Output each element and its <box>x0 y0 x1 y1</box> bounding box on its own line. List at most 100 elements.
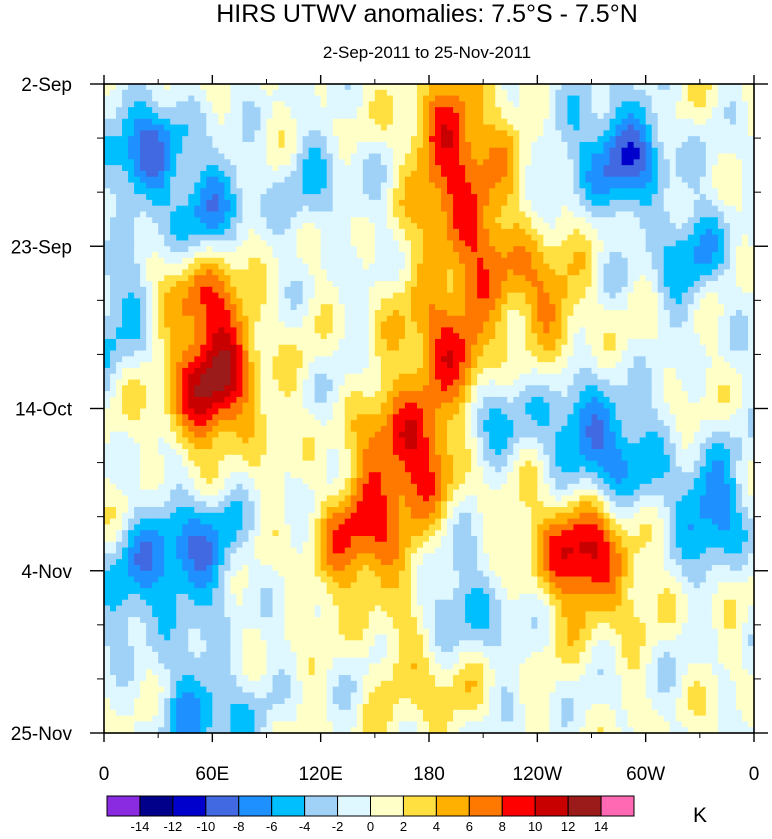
field-cell <box>585 118 593 126</box>
field-cell <box>477 147 484 155</box>
field-cell <box>747 298 755 305</box>
field-cell <box>699 101 707 108</box>
field-cell <box>188 286 195 294</box>
field-cell <box>374 107 382 114</box>
field-cell <box>170 95 177 102</box>
field-cell <box>723 136 731 143</box>
field-cell <box>477 333 484 340</box>
field-cell <box>356 124 364 131</box>
field-cell <box>567 333 575 340</box>
field-cell <box>158 107 165 114</box>
field-cell <box>651 281 659 288</box>
field-cell <box>392 344 400 352</box>
field-cell <box>146 344 153 352</box>
field-cell <box>182 350 189 357</box>
field-cell <box>224 194 231 201</box>
field-cell <box>729 217 737 224</box>
field-cell <box>591 269 599 276</box>
field-cell <box>567 344 575 352</box>
field-cell <box>555 257 563 265</box>
field-cell <box>212 199 219 207</box>
field-cell <box>441 153 448 160</box>
field-cell <box>170 182 177 189</box>
field-cell <box>549 252 556 259</box>
field-cell <box>170 240 177 247</box>
field-cell <box>543 327 550 334</box>
field-cell <box>525 246 532 253</box>
field-cell <box>561 344 569 352</box>
field-cell <box>374 147 382 155</box>
field-cell <box>585 263 593 271</box>
field-cell <box>621 141 629 149</box>
field-cell <box>110 118 117 126</box>
field-cell <box>224 182 231 189</box>
field-cell <box>585 136 593 143</box>
field-cell <box>140 217 147 224</box>
field-cell <box>212 159 219 166</box>
field-cell <box>110 159 117 166</box>
field-cell <box>471 228 478 236</box>
field-cell <box>110 176 117 184</box>
field-cell <box>344 263 352 271</box>
field-cell <box>621 333 629 340</box>
field-cell <box>218 89 225 97</box>
field-cell <box>471 147 478 155</box>
field-cell <box>140 309 147 317</box>
field-cell <box>338 217 346 224</box>
field-cell <box>194 252 201 259</box>
field-cell <box>212 321 219 328</box>
field-cell <box>200 101 207 108</box>
field-cell <box>747 275 755 282</box>
field-cell <box>603 223 611 230</box>
field-cell <box>320 211 328 218</box>
field-cell <box>128 112 135 120</box>
field-cell <box>663 223 671 230</box>
field-cell <box>561 124 569 131</box>
field-cell <box>447 136 454 143</box>
field-cell <box>164 153 171 160</box>
field-cell <box>459 275 466 282</box>
field-cell <box>729 304 737 311</box>
field-cell <box>429 101 436 108</box>
field-cell <box>296 118 304 126</box>
field-cell <box>128 211 135 218</box>
field-cell <box>489 153 496 160</box>
field-cell <box>152 333 159 340</box>
field-cell <box>543 333 550 340</box>
field-cell <box>609 95 617 102</box>
field-cell <box>326 246 334 253</box>
field-cell <box>182 240 189 247</box>
field-cell <box>320 188 328 195</box>
field-cell <box>567 338 575 346</box>
field-cell <box>152 211 159 218</box>
field-cell <box>392 176 400 184</box>
field-cell <box>392 159 400 166</box>
field-cell <box>651 211 659 218</box>
field-cell <box>693 228 701 236</box>
field-cell <box>410 275 418 282</box>
field-cell <box>663 321 671 328</box>
field-cell <box>206 338 213 346</box>
field-cell <box>543 246 550 253</box>
field-cell <box>404 141 412 149</box>
field-cell <box>398 252 406 259</box>
field-cell <box>597 338 605 346</box>
field-cell <box>525 344 532 352</box>
field-cell <box>519 223 526 230</box>
field-cell <box>296 240 304 247</box>
field-cell <box>705 84 713 91</box>
field-cell <box>278 223 286 230</box>
field-cell <box>687 101 695 108</box>
field-cell <box>735 89 743 97</box>
field-cell <box>146 176 153 184</box>
field-cell <box>242 199 250 207</box>
field-cell <box>104 275 111 282</box>
field-cell <box>651 234 659 242</box>
field-cell <box>338 194 346 201</box>
field-cell <box>398 170 406 178</box>
field-cell <box>435 153 442 160</box>
field-cell <box>254 159 262 166</box>
field-cell <box>176 107 183 114</box>
field-cell <box>723 118 731 126</box>
field-cell <box>362 344 370 352</box>
